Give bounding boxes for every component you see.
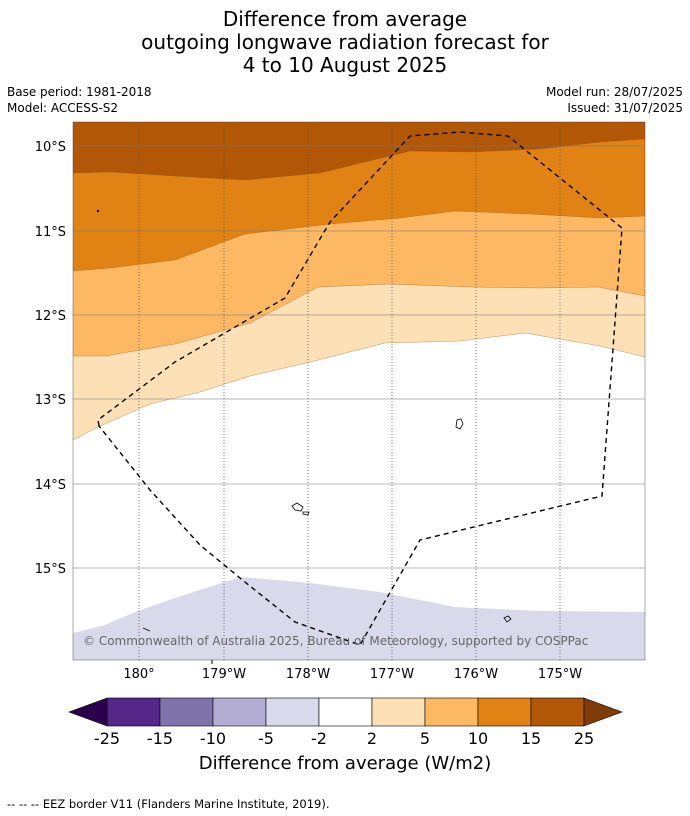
lon-labels: 180° 179°W 178°W 177°W 176°W 175°W — [123, 667, 582, 682]
colorbar-segment — [106, 697, 161, 727]
map-frame — [72, 121, 646, 661]
lon-label-175w: 175°W — [538, 667, 582, 682]
lon-label-179w: 179°W — [202, 667, 246, 682]
meta-left: Base period: 1981-2018 Model: ACCESS-S2 — [7, 84, 152, 116]
band-above-15 — [73, 122, 645, 180]
title-line-2: outgoing longwave radiation forecast for — [141, 30, 549, 54]
colorbar-tick-label: -5 — [258, 729, 274, 748]
colorbar: -25 -15 -10 -5 -2 2 5 10 15 25 — [68, 697, 623, 748]
lat-labels: 10°S 11°S 12°S 13°S 14°S 15°S — [35, 140, 66, 577]
colorbar-tick-label: 2 — [367, 729, 377, 748]
lat-label-10s: 10°S — [35, 140, 66, 155]
band-edges — [73, 138, 645, 441]
island-alofi — [302, 511, 310, 516]
lon-label-180: 180° — [123, 667, 154, 682]
title-line-1: Difference from average — [222, 7, 468, 31]
island-dot — [96, 209, 100, 213]
colorbar-segment — [371, 697, 426, 727]
eez-border — [97, 131, 623, 646]
island-niuafoou — [503, 615, 512, 623]
colorbar-segment — [318, 697, 373, 727]
model-run: Model run: 28/07/2025 — [545, 85, 683, 99]
title-line-3: 4 to 10 August 2025 — [242, 53, 448, 77]
colorbar-segment — [265, 697, 320, 727]
band-neutral-area — [73, 333, 645, 660]
lat-gridlines — [73, 145, 645, 569]
lon-label-176w: 176°W — [454, 667, 498, 682]
colorbar-segment — [159, 697, 214, 727]
colorbar-tick-label: 25 — [574, 729, 594, 748]
model-name: Model: ACCESS-S2 — [7, 101, 119, 115]
colorbar-segment — [424, 697, 479, 727]
colorbar-tick-label: -2 — [311, 729, 327, 748]
colorbar-segment — [212, 697, 267, 727]
lat-label-15s: 15°S — [35, 562, 66, 577]
colorbar-tick-label: -15 — [147, 729, 173, 748]
band-minus5-to-minus2 — [73, 577, 645, 660]
lat-label-14s: 14°S — [35, 478, 66, 493]
colorbar-label: Difference from average (W/m2) — [198, 753, 492, 774]
colorbar-tick-label: -25 — [94, 729, 120, 748]
colorbar-tick-label: 5 — [420, 729, 430, 748]
island-wallis — [455, 418, 464, 430]
lat-label-12s: 12°S — [35, 309, 66, 324]
colorbar-segment — [477, 697, 532, 727]
colorbar-tick-label: 10 — [468, 729, 488, 748]
lon-label-177w: 177°W — [370, 667, 414, 682]
eez-legend: -- -- -- EEZ border V11 (Flanders Marine… — [7, 797, 330, 811]
colorbar-tick-label: 15 — [521, 729, 541, 748]
colorbar-low-extend — [68, 697, 108, 727]
lat-label-11s: 11°S — [35, 225, 66, 240]
island-futuna — [291, 502, 304, 512]
island-rotuma — [142, 627, 151, 632]
lon-label-178w: 178°W — [286, 667, 330, 682]
colorbar-tick-label: -10 — [200, 729, 226, 748]
colorbar-high-extend — [583, 697, 623, 727]
issued-date: Issued: 31/07/2025 — [567, 101, 683, 115]
chart-title: Difference from average outgoing longwav… — [0, 8, 690, 77]
map-plot-area: © Commonwealth of Australia 2025, Bureau… — [73, 122, 645, 660]
islands — [96, 209, 512, 632]
meta-right: Model run: 28/07/2025 Issued: 31/07/2025 — [546, 84, 683, 116]
lat-label-13s: 13°S — [35, 393, 66, 408]
base-period: Base period: 1981-2018 — [7, 85, 152, 99]
colorbar-segment — [530, 697, 585, 727]
copyright-text: © Commonwealth of Australia 2025, Bureau… — [83, 634, 588, 648]
